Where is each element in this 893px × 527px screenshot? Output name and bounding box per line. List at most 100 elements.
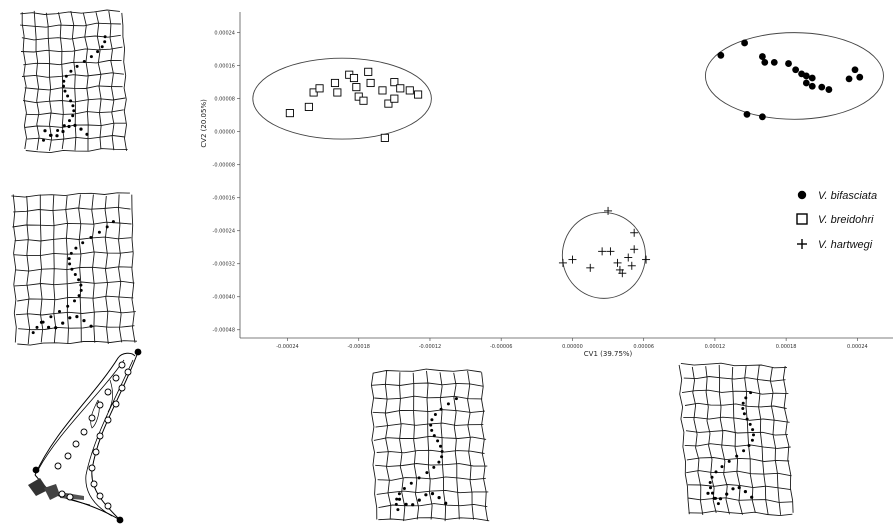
y-tick-label: 0.00024 bbox=[214, 30, 235, 36]
data-point bbox=[349, 73, 359, 83]
x-tick-label: -0.00006 bbox=[490, 344, 512, 350]
x-tick-label: 0.00018 bbox=[776, 344, 797, 350]
data-point bbox=[613, 258, 622, 267]
x-tick-label: 0.00000 bbox=[562, 344, 583, 350]
data-point bbox=[598, 247, 607, 256]
landmark-point bbox=[104, 502, 112, 510]
data-point bbox=[568, 255, 577, 264]
x-tick-label: 0.00006 bbox=[633, 344, 654, 350]
y-tick-label: -0.00008 bbox=[213, 162, 235, 168]
legend: V. bifasciata V. breidohri V. hartwegi bbox=[796, 190, 877, 251]
data-point bbox=[304, 102, 313, 111]
confidence-ellipse bbox=[252, 57, 432, 140]
x-tick-label: -0.00024 bbox=[276, 344, 298, 350]
landmark-point bbox=[90, 480, 98, 488]
deformation-grid-top-left bbox=[20, 9, 128, 154]
landmark-diagram bbox=[28, 348, 142, 524]
data-point bbox=[630, 228, 639, 237]
data-point bbox=[414, 90, 423, 99]
legend-marker bbox=[796, 213, 808, 225]
landmark-point bbox=[124, 368, 132, 376]
data-point bbox=[558, 258, 567, 267]
landmark-point bbox=[104, 416, 112, 424]
data-point bbox=[380, 133, 389, 142]
data-point bbox=[359, 96, 368, 105]
data-point bbox=[818, 83, 826, 91]
deformation-grid-mid-left bbox=[11, 192, 138, 346]
landmark-point bbox=[96, 492, 104, 500]
deformation-grid-bottom-center-left bbox=[370, 368, 490, 522]
deformation-grids bbox=[11, 9, 794, 522]
y-tick-label: -0.00040 bbox=[213, 295, 235, 301]
data-point bbox=[390, 78, 399, 87]
y-tick-label: 0.00016 bbox=[214, 63, 235, 69]
legend-label: V. hartwegi bbox=[818, 239, 873, 251]
y-tick-label: -0.00024 bbox=[213, 229, 235, 235]
data-point bbox=[315, 84, 324, 93]
data-point bbox=[384, 99, 393, 108]
x-tick-label: -0.00012 bbox=[419, 344, 441, 350]
data-point bbox=[802, 79, 810, 87]
legend-label: V. breidohri bbox=[818, 214, 874, 226]
data-point bbox=[743, 110, 751, 118]
landmark-point-filled bbox=[32, 466, 40, 474]
legend-marker bbox=[797, 190, 807, 200]
data-point bbox=[808, 74, 816, 82]
data-point bbox=[366, 78, 375, 88]
landmark-point bbox=[88, 464, 96, 472]
landmark-point bbox=[112, 374, 120, 382]
x-tick-label: 0.00012 bbox=[705, 344, 726, 350]
landmark-point bbox=[72, 440, 80, 448]
data-point bbox=[285, 109, 294, 118]
data-point bbox=[845, 75, 853, 83]
data-point bbox=[405, 86, 414, 95]
landmark-point bbox=[80, 428, 88, 436]
data-point bbox=[390, 94, 399, 103]
scatter-plot: -0.00024 -0.00018 -0.00012 -0.00006 0.00000 0… bbox=[200, 12, 893, 358]
data-point bbox=[330, 78, 340, 88]
landmark-point bbox=[96, 401, 104, 409]
landmark-point-filled bbox=[116, 516, 124, 524]
data-point bbox=[785, 60, 792, 67]
landmark-point bbox=[104, 388, 112, 396]
data-point bbox=[396, 84, 405, 93]
landmark-point bbox=[64, 452, 72, 460]
data-point bbox=[759, 53, 766, 60]
data-point bbox=[825, 86, 833, 93]
confidence-ellipse bbox=[561, 212, 646, 299]
x-tick-label: -0.00018 bbox=[347, 344, 369, 350]
data-point bbox=[606, 247, 615, 256]
series-group bbox=[285, 67, 423, 142]
data-point bbox=[604, 206, 613, 215]
landmark-point bbox=[58, 490, 66, 498]
data-point bbox=[333, 88, 342, 97]
data-point bbox=[630, 245, 639, 254]
series-group bbox=[717, 39, 864, 121]
data-point bbox=[352, 83, 361, 92]
data-point bbox=[808, 82, 816, 90]
data-point bbox=[770, 58, 778, 66]
data-point bbox=[802, 72, 810, 80]
deformation-grid-bottom-center-right bbox=[678, 362, 794, 517]
landmark-point bbox=[118, 384, 126, 392]
landmark-point bbox=[54, 462, 62, 470]
data-point bbox=[642, 255, 651, 264]
data-point bbox=[741, 39, 748, 47]
data-point bbox=[378, 86, 387, 95]
landmark-point bbox=[92, 448, 100, 456]
data-point bbox=[354, 92, 363, 101]
data-point bbox=[792, 66, 800, 74]
landmark-point bbox=[96, 432, 104, 440]
y-tick-label: 0.00000 bbox=[214, 129, 235, 135]
data-point bbox=[309, 88, 318, 97]
data-point bbox=[759, 113, 766, 121]
confidence-ellipse bbox=[704, 32, 884, 120]
legend-marker bbox=[797, 239, 807, 249]
data-point bbox=[856, 73, 864, 81]
landmark-point bbox=[118, 361, 126, 369]
series-group bbox=[558, 206, 651, 278]
landmark-point bbox=[88, 414, 96, 422]
data-point bbox=[627, 261, 636, 270]
y-tick-label: -0.00032 bbox=[213, 262, 235, 268]
x-axis-label: CV1 (39.75%) bbox=[584, 350, 633, 358]
